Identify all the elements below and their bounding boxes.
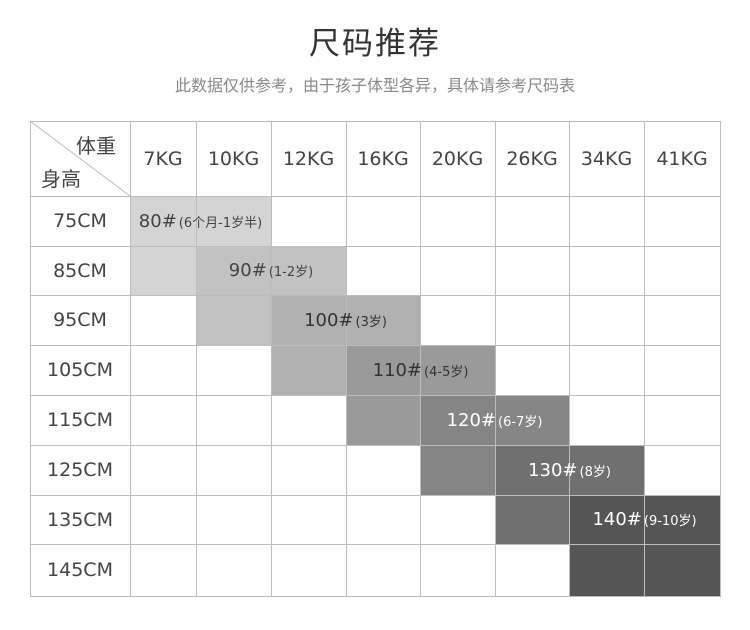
size-number: 120# [446,409,497,431]
height-header: 125CM [47,459,113,481]
grid-line-horizontal [30,295,720,296]
weight-header: 12KG [282,147,335,170]
weight-header: 34KG [580,147,633,170]
grid-line-vertical [569,121,570,597]
height-header: 95CM [53,309,107,331]
grid-line-horizontal [30,544,720,545]
size-label: 120# (6-7岁) [420,395,569,445]
size-number: 90# [228,260,267,281]
grid-line-horizontal [30,345,720,346]
grid-line-vertical [420,121,421,597]
size-label: 130# (8岁) [495,445,644,495]
height-header: 135CM [47,508,113,531]
size-age-range: (6-7岁) [498,414,543,430]
weight-header: 16KG [357,147,409,170]
grid-line-vertical [271,121,272,597]
grid-line-horizontal [30,246,720,247]
size-age-range: (8岁) [579,464,611,480]
size-age-range: (4-5岁) [424,364,469,380]
size-age-range: (3岁) [355,314,387,330]
height-header: 85CM [53,259,107,282]
grid-line-horizontal [30,121,720,122]
grid-line-vertical [346,121,347,597]
grid-line-horizontal [30,196,720,197]
corner-diagonal [30,121,130,196]
grid-line-vertical [644,121,645,597]
size-label: 140# (9-10岁) [569,495,720,544]
grid-line-horizontal [30,445,720,446]
grid-line-vertical [196,121,197,597]
grid-line-vertical [495,121,496,597]
weight-header: 7KG [143,147,183,170]
height-header: 115CM [47,409,113,431]
size-chart-table: 体重 身高 7KG 10KG 12KG 16KG 20KG 26KG 34KG 41KG 75C… [30,121,721,597]
grid-line-horizontal [30,395,720,396]
page-title: 尺码推荐 [309,26,441,62]
grid-line-vertical [30,121,31,597]
size-label: 80# (6个月-1岁半) [130,196,271,246]
weight-header: 41KG [656,147,708,170]
grid-line-vertical [130,121,131,597]
page-subtitle: 此数据仅供参考，由于孩子体型各异，具体请参考尺码表 [174,76,575,95]
weight-header: 26KG [506,147,558,170]
size-number: 130# [528,459,578,481]
corner-height-label: 身高 [41,167,81,191]
size-number: 140# [592,509,642,530]
size-label: 100# (3岁) [271,295,420,345]
weight-header: 10KG [207,147,260,170]
height-header: 105CM [47,359,113,381]
size-age-range: (1-2岁) [268,265,314,280]
grid-line-horizontal [30,596,720,597]
size-age-range: (6个月-1岁半) [178,215,263,231]
size-label: 90# (1-2岁) [196,246,346,295]
grid-line-horizontal [30,495,720,496]
size-number: 100# [304,309,354,331]
height-header: 75CM [53,210,107,232]
height-header: 145CM [47,559,113,581]
size-age-range: (9-10岁) [643,514,697,529]
corner-weight-label: 体重 [76,134,116,158]
grid-line-vertical [720,121,721,597]
size-number: 80# [138,210,177,232]
weight-header: 20KG [431,147,484,170]
size-label: 110# (4-5岁) [346,345,495,395]
size-number: 110# [372,359,423,381]
